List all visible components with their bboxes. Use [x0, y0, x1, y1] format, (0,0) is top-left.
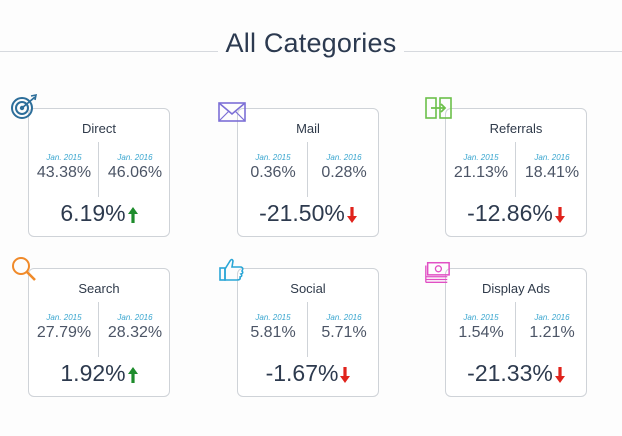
change-percent: 1.92% [60, 360, 126, 386]
card-divider [515, 142, 516, 197]
period-label-2016: Jan. 2016 [534, 313, 570, 322]
page-title-text: All Categories [217, 28, 405, 58]
period-label-2015: Jan. 2015 [463, 313, 499, 322]
card-title-social: Social [290, 281, 326, 296]
page-title: All Categories [0, 28, 622, 59]
change-percent: 6.19% [60, 200, 126, 226]
change-percent: -21.50% [259, 200, 345, 226]
card-title-display-ads: Display Ads [482, 281, 550, 296]
value-2016: 5.71% [321, 324, 367, 341]
arrow-down-icon [554, 367, 565, 383]
period-label-2015: Jan. 2015 [46, 313, 82, 322]
card-title-direct: Direct [82, 121, 116, 136]
envelope-icon [218, 102, 246, 122]
card-divider [307, 142, 308, 197]
card-divider [98, 302, 99, 357]
card-mail: Mail Jan. 2015 Jan. 2016 0.36% 0.28% -21.50% [237, 108, 379, 237]
referral-arrows-icon [425, 97, 452, 119]
arrow-up-icon [127, 367, 138, 383]
card-search: Search Jan. 2015 Jan. 2016 27.79% 28.32% 1.92… [28, 268, 170, 397]
period-label-2016: Jan. 2016 [117, 313, 153, 322]
period-label-2015: Jan. 2015 [255, 153, 291, 162]
value-2015: 5.81% [250, 324, 296, 341]
period-label-2016: Jan. 2016 [117, 153, 153, 162]
money-stack-icon [425, 261, 450, 283]
card-referrals: Referrals Jan. 2015 Jan. 2016 21.13% 18.41% -… [445, 108, 587, 237]
period-label-2015: Jan. 2015 [463, 153, 499, 162]
card-title-referrals: Referrals [489, 121, 543, 136]
change-value: -12.86% [446, 200, 586, 227]
card-divider [515, 302, 516, 357]
change-percent: -21.33% [467, 360, 553, 386]
arrow-up-icon [127, 207, 138, 223]
change-value: -21.50% [238, 200, 378, 227]
change-value: -21.33% [446, 360, 586, 387]
value-2015: 43.38% [36, 164, 92, 181]
value-2015: 1.54% [458, 324, 504, 341]
magnifier-icon [12, 257, 36, 281]
value-2016: 28.32% [107, 324, 163, 341]
arrow-down-icon [554, 207, 565, 223]
period-label-2016: Jan. 2016 [326, 313, 362, 322]
change-value: 6.19% [29, 200, 169, 227]
value-2016: 0.28% [321, 164, 367, 181]
change-value: 1.92% [29, 360, 169, 387]
thumbs-up-icon [219, 258, 244, 281]
card-divider [307, 302, 308, 357]
period-label-2015: Jan. 2015 [46, 153, 82, 162]
card-title-mail: Mail [296, 121, 320, 136]
target-icon [11, 94, 38, 119]
period-label-2015: Jan. 2015 [255, 313, 291, 322]
change-value: -1.67% [238, 360, 378, 387]
card-display-ads: Display Ads Jan. 2015 Jan. 2016 1.54% 1.21% -… [445, 268, 587, 397]
value-2015: 0.36% [250, 164, 296, 181]
change-percent: -12.86% [467, 200, 553, 226]
value-2015: 27.79% [36, 324, 92, 341]
card-direct: Direct Jan. 2015 Jan. 2016 43.38% 46.06% 6.19… [28, 108, 170, 237]
period-label-2016: Jan. 2016 [534, 153, 570, 162]
card-social: Social Jan. 2015 Jan. 2016 5.81% 5.71% -1.67% [237, 268, 379, 397]
card-title-search: Search [78, 281, 120, 296]
value-2016: 46.06% [107, 164, 163, 181]
card-divider [98, 142, 99, 197]
period-label-2016: Jan. 2016 [326, 153, 362, 162]
change-percent: -1.67% [265, 360, 339, 386]
value-2016: 18.41% [524, 164, 580, 181]
value-2015: 21.13% [453, 164, 509, 181]
arrow-down-icon [346, 207, 357, 223]
value-2016: 1.21% [529, 324, 575, 341]
arrow-down-icon [340, 367, 351, 383]
